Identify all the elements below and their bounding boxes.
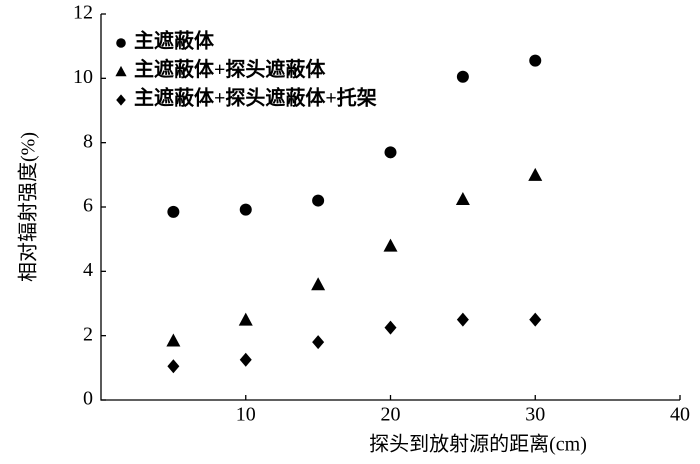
y-tick-label: 12: [73, 2, 93, 24]
point: [311, 277, 326, 291]
y-tick-label: 0: [83, 388, 93, 410]
y-tick-label: 2: [83, 323, 93, 345]
y-tick-label: 4: [83, 259, 93, 281]
x-tick-label: 40: [670, 404, 690, 426]
legend-marker: [115, 65, 127, 77]
point: [529, 54, 542, 67]
point: [383, 238, 398, 252]
legend-marker: [116, 94, 126, 106]
point: [456, 312, 469, 327]
point: [384, 320, 397, 335]
point: [455, 191, 470, 205]
legend-label: 主遮蔽体+探头遮蔽体+托架: [134, 86, 377, 110]
point: [529, 312, 542, 327]
point: [312, 194, 325, 207]
y-tick-label: 6: [83, 195, 93, 217]
x-tick-label: 10: [236, 404, 256, 426]
y-axis-label: 相对辐射强度(%): [17, 132, 40, 282]
legend-label: 主遮蔽体+探头遮蔽体: [134, 57, 326, 81]
x-tick-label: 30: [525, 404, 545, 426]
point: [167, 205, 180, 218]
point: [167, 359, 180, 374]
point: [239, 352, 252, 367]
point: [238, 312, 253, 326]
point: [166, 333, 181, 347]
legend-marker: [116, 38, 126, 48]
point: [239, 203, 252, 216]
point: [384, 146, 397, 159]
point: [456, 70, 469, 83]
y-tick-label: 8: [83, 130, 93, 152]
x-axis-label: 探头到放射源的距离(cm): [369, 433, 587, 456]
point: [528, 167, 543, 181]
point: [312, 335, 325, 350]
y-tick-label: 10: [73, 66, 93, 88]
x-tick-label: 20: [381, 404, 401, 426]
legend-label: 主遮蔽体: [134, 29, 215, 53]
